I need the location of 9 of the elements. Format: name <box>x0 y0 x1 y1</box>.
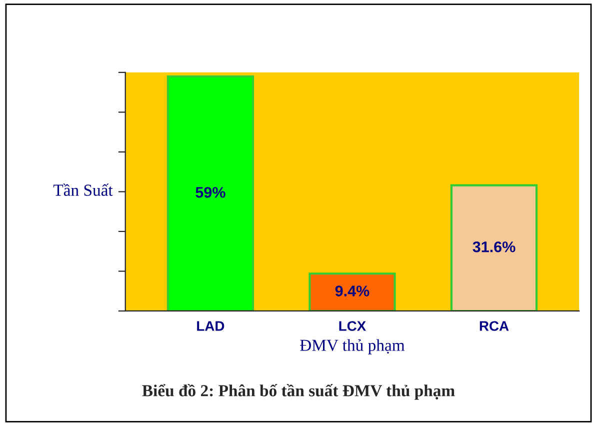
x-axis-title: ĐMV thủ phạm <box>300 339 405 354</box>
text: Biểu đồ 2: Phân bố tần suất ĐMV thủ phạm <box>142 384 455 400</box>
x-tick-label: LAD <box>197 321 224 331</box>
data-label: 31.6% <box>472 241 516 252</box>
y-axis-title: Tần Suất <box>53 184 113 196</box>
x-tick-label: LCX <box>339 321 366 331</box>
data-label: 9.4% <box>335 286 370 296</box>
data-label: 59% <box>196 186 226 198</box>
x-tick-label: RCA <box>480 321 509 331</box>
